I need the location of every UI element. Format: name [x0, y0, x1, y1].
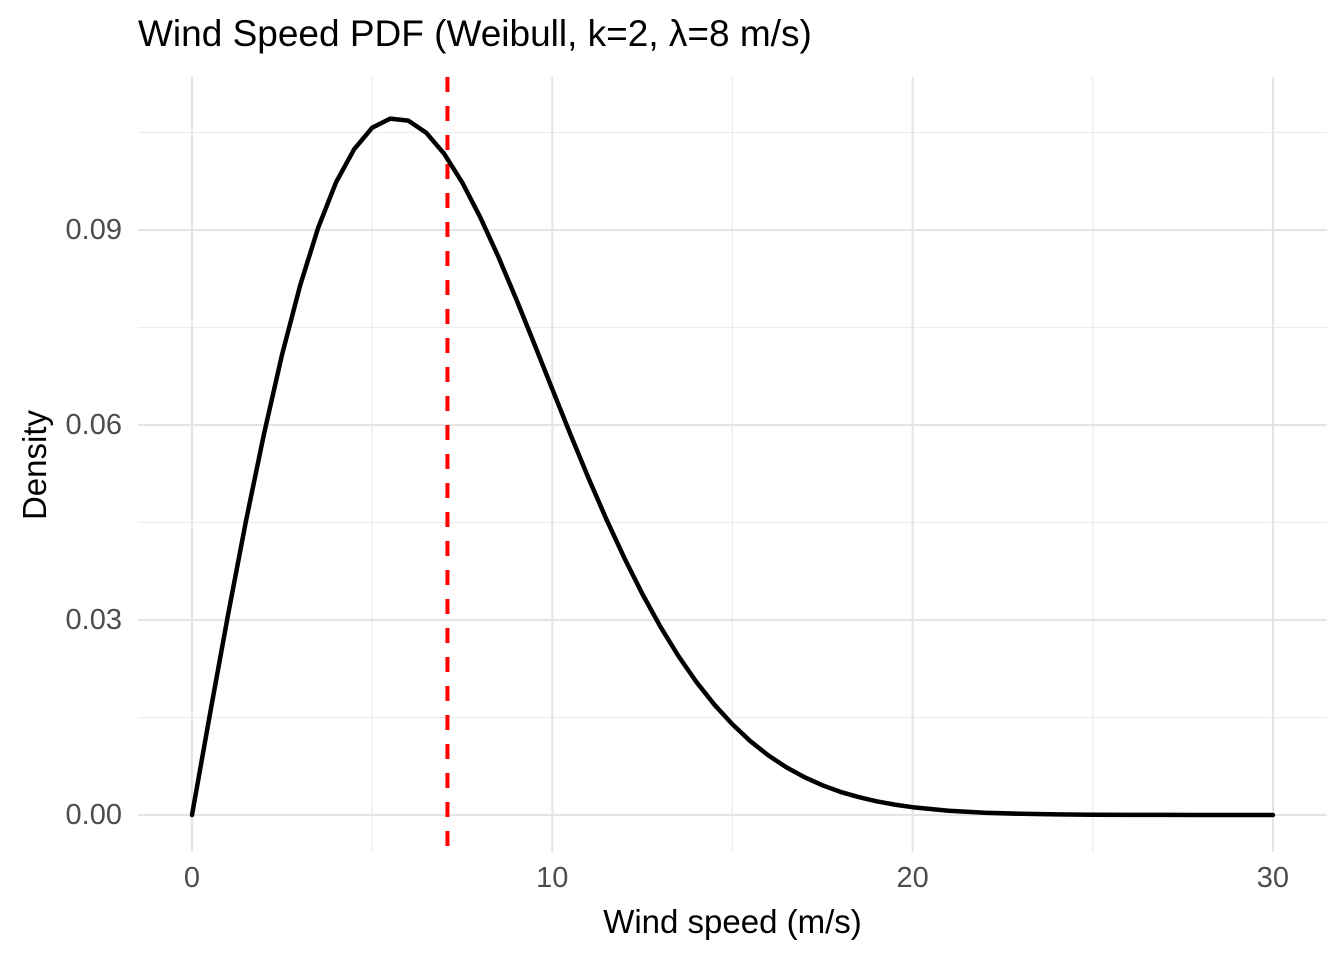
y-tick-label: 0.00 — [66, 799, 122, 831]
y-tick-label: 0.06 — [66, 409, 122, 441]
grid-major — [137, 77, 1327, 852]
y-axis-title: Density — [16, 409, 53, 521]
x-tick-label: 0 — [184, 862, 200, 894]
x-axis-tick-labels: 0 10 20 30 — [184, 862, 1289, 894]
x-axis-title: Wind speed (m/s) — [603, 903, 862, 940]
grid-minor — [137, 77, 1327, 852]
x-tick-label: 10 — [536, 862, 568, 894]
plot-title: Wind Speed PDF (Weibull, k=2, λ=8 m/s) — [138, 13, 812, 54]
y-tick-label: 0.09 — [66, 214, 122, 246]
y-axis-tick-labels: 0.00 0.03 0.06 0.09 — [66, 214, 122, 831]
x-tick-label: 30 — [1257, 862, 1289, 894]
x-tick-label: 20 — [896, 862, 928, 894]
y-tick-label: 0.03 — [66, 604, 122, 636]
density-curve — [189, 116, 1276, 818]
